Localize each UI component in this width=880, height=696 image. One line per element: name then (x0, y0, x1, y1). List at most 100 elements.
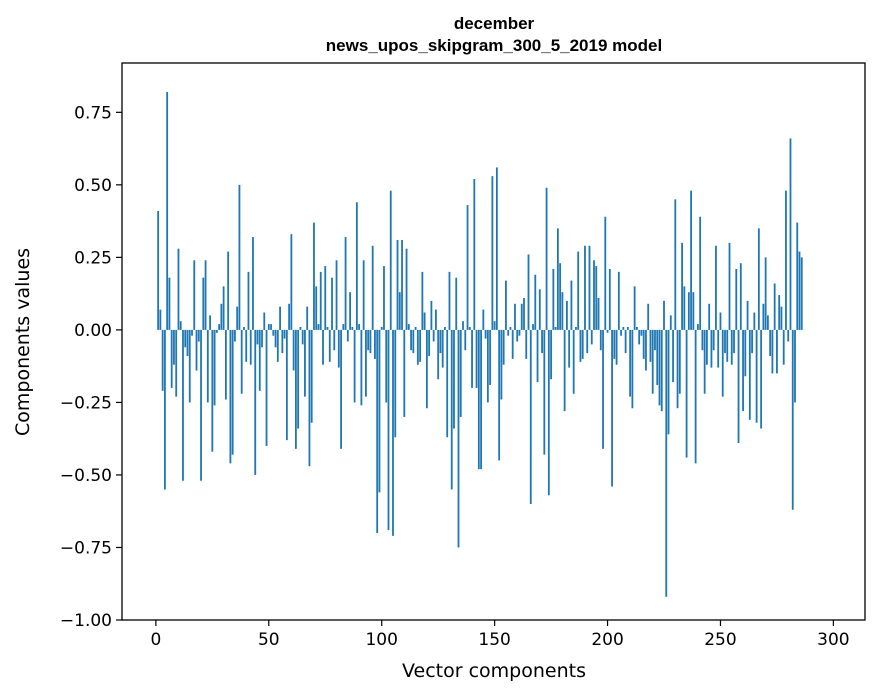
bar (563, 329, 566, 412)
bar (500, 329, 503, 400)
bar (355, 202, 358, 330)
bar (177, 248, 180, 330)
bar (742, 329, 744, 412)
bar (240, 329, 243, 394)
bar (665, 329, 668, 597)
bar (737, 329, 740, 444)
bar (480, 329, 482, 470)
bar (599, 329, 602, 351)
bar (791, 329, 794, 510)
bar (236, 306, 239, 330)
bar (606, 329, 609, 333)
bar (694, 329, 697, 464)
bar (486, 329, 489, 403)
bar (719, 312, 722, 330)
bar (608, 268, 611, 330)
bar (378, 329, 381, 493)
bar (263, 312, 266, 330)
bar (439, 329, 442, 354)
bar (710, 329, 713, 368)
bar (254, 329, 257, 475)
y-tick-label: 0.75 (74, 103, 112, 123)
bar (489, 329, 492, 386)
bar (751, 329, 753, 354)
bar (800, 257, 803, 330)
bar (270, 324, 272, 330)
bar (396, 239, 399, 330)
bar (301, 329, 304, 345)
bar (687, 292, 690, 330)
bar (615, 329, 618, 365)
bar (706, 329, 708, 365)
bar (572, 329, 575, 394)
x-tick-label: 200 (591, 630, 623, 650)
bar (222, 286, 225, 330)
bar (631, 329, 634, 409)
bar (633, 286, 636, 330)
bar (626, 326, 629, 330)
bar (215, 329, 218, 333)
bar (164, 329, 166, 490)
bar (179, 321, 182, 330)
bar (658, 329, 661, 406)
bar (448, 271, 451, 330)
bar (568, 329, 571, 368)
bar (340, 329, 342, 449)
x-tick-label: 300 (817, 630, 849, 650)
bar (629, 329, 632, 397)
bar (473, 179, 476, 330)
bar (283, 329, 286, 339)
bar (175, 329, 178, 397)
bar (310, 329, 313, 423)
x-tick-label: 100 (365, 630, 397, 650)
bar (324, 266, 327, 330)
bar (746, 300, 749, 330)
y-tick-label: −1.00 (60, 611, 112, 631)
bar (498, 329, 501, 461)
x-tick-label: 50 (258, 630, 280, 650)
bar (385, 329, 388, 403)
bar (272, 329, 275, 336)
bar (202, 277, 205, 330)
y-tick-label: −0.75 (60, 538, 112, 558)
bar (757, 228, 760, 330)
bar (412, 329, 415, 354)
bar (690, 190, 693, 330)
bar (683, 286, 686, 330)
bar (660, 329, 663, 412)
bar (529, 329, 532, 504)
bar (462, 321, 464, 330)
bar (197, 329, 200, 342)
bar (663, 300, 665, 330)
bar (389, 190, 392, 330)
bar (369, 329, 372, 354)
bar (523, 297, 525, 330)
bar (276, 329, 279, 362)
bar (728, 242, 731, 330)
bar (173, 329, 175, 365)
bar (613, 329, 616, 359)
bar (414, 326, 417, 330)
bar (505, 280, 507, 330)
bar (231, 329, 234, 455)
bar (701, 329, 704, 351)
bar (468, 326, 471, 330)
bar (739, 263, 742, 330)
bar (776, 329, 778, 374)
bar (380, 326, 383, 330)
bar (730, 329, 733, 365)
bar (274, 329, 277, 348)
bar (457, 329, 460, 548)
bar (532, 324, 534, 330)
bar (692, 292, 695, 330)
bar (209, 315, 211, 330)
bar (778, 295, 781, 330)
bar (322, 329, 324, 365)
bar (502, 329, 505, 365)
bar (552, 268, 555, 330)
bar (667, 329, 670, 435)
bar (796, 222, 799, 330)
bar (374, 329, 376, 359)
bar (620, 329, 622, 336)
bar (471, 329, 473, 388)
